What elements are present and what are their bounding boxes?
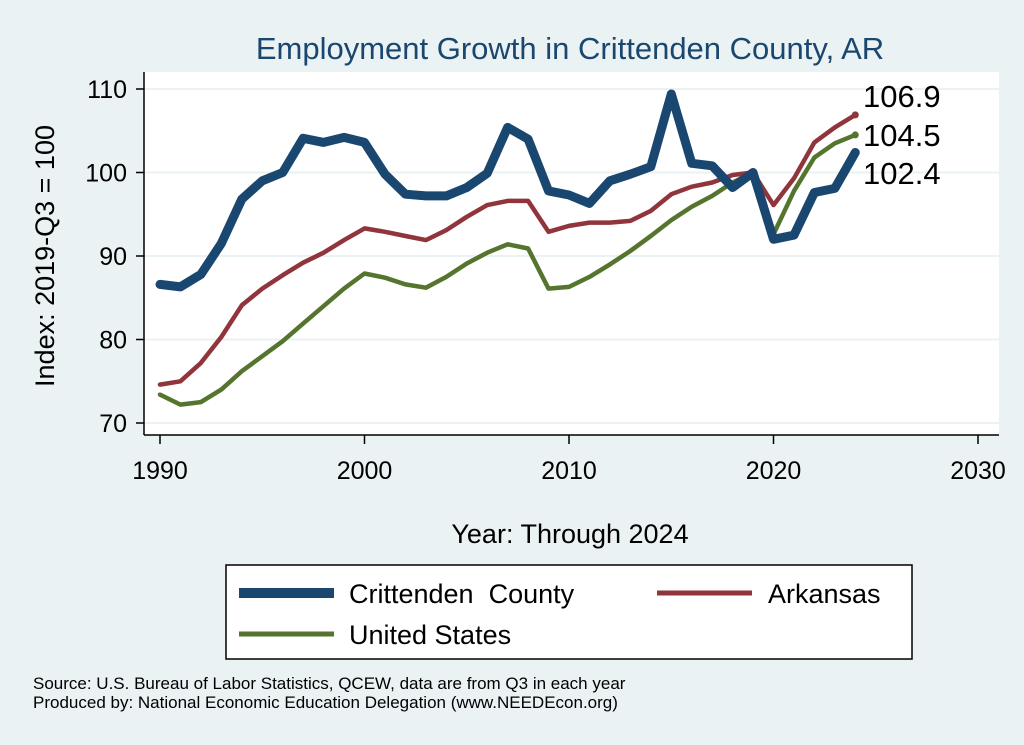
end-marker-crittenden (851, 148, 859, 156)
x-tick-label: 2010 (541, 457, 597, 485)
series-line-arkansas (157, 112, 858, 387)
axes: 70 80 90 100 110 1990 2000 2010 2020 2030 (85, 72, 1006, 485)
series-line-crittenden (155, 89, 860, 292)
legend-box (225, 564, 913, 660)
series-lines (155, 89, 860, 407)
source-note: Source: U.S. Bureau of Labor Statistics,… (33, 674, 626, 693)
x-axis-label: Year: Through 2024 (451, 519, 688, 549)
y-tick-label: 90 (99, 243, 127, 271)
legend-label-crittenden: Crittenden County (349, 579, 575, 609)
end-marker-united-states (851, 131, 859, 139)
y-tick-label: 80 (99, 327, 127, 355)
legend: Crittenden County Arkansas United States (225, 564, 913, 660)
x-tick-label: 2030 (950, 457, 1006, 485)
end-label-crittenden: 102.4 (863, 156, 941, 191)
end-label-united-states: 104.5 (863, 118, 941, 153)
end-labels: 102.4 106.9 104.5 (851, 79, 941, 191)
legend-label-arkansas: Arkansas (768, 579, 881, 609)
y-tick-label: 70 (99, 410, 127, 438)
x-tick-label: 2000 (337, 457, 393, 485)
end-label-arkansas: 106.9 (863, 79, 941, 114)
y-tick-label: 110 (87, 76, 127, 104)
y-tick-label: 100 (85, 160, 127, 188)
x-tick-label: 2020 (746, 457, 802, 485)
legend-label-united-states: United States (349, 620, 511, 650)
end-marker-arkansas (851, 111, 859, 119)
chart-title: Employment Growth in Crittenden County, … (256, 31, 884, 66)
y-axis-label: Index: 2019-Q3 = 100 (30, 125, 60, 387)
x-tick-label: 1990 (132, 457, 188, 485)
produced-by-note: Produced by: National Economic Education… (33, 693, 618, 712)
